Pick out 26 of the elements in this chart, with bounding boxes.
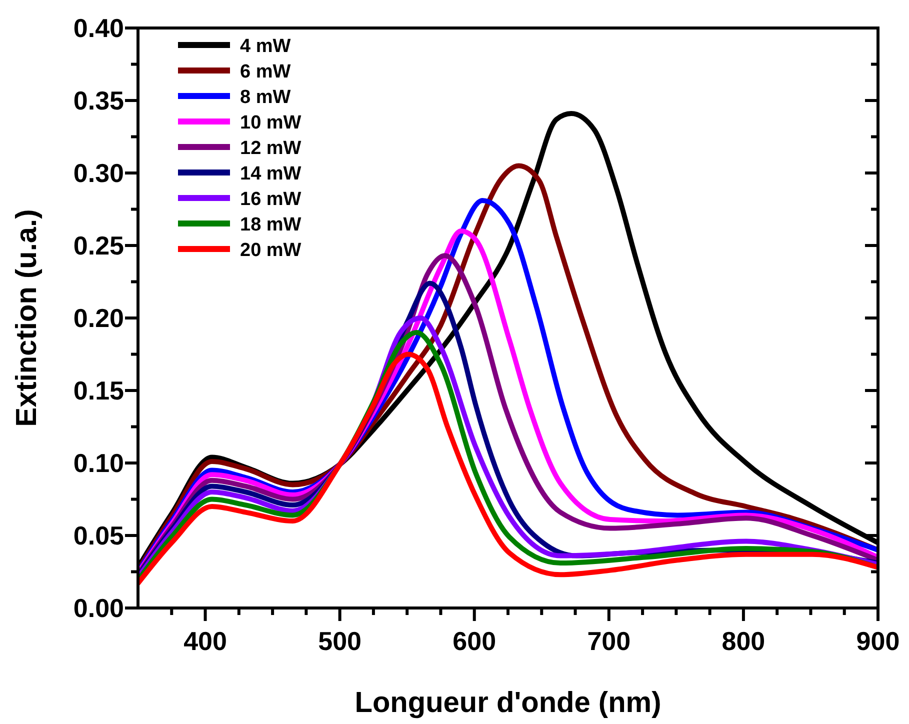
x-tick-label: 800 [722,626,766,656]
legend-label: 6 mW [240,62,291,82]
y-tick-label: 0.10 [73,448,124,478]
legend-label: 16 mW [240,189,302,210]
y-tick-label: 0.40 [73,13,124,43]
y-tick-label: 0.30 [73,158,124,188]
x-tick-label: 500 [318,626,362,656]
x-tick-label: 900 [856,626,900,656]
y-tick-label: 0.20 [73,303,124,333]
x-axis-title: Longueur d'onde (nm) [354,687,662,719]
legend-label: 8 mW [240,87,291,108]
x-tick-label: 400 [184,626,227,656]
x-tick-label: 700 [587,626,631,656]
x-tick-label: 600 [452,626,496,656]
y-tick-label: 0.00 [73,593,124,623]
y-tick-label: 0.05 [73,520,124,550]
legend-label: 12 mW [240,138,302,159]
legend-label: 4 mW [240,36,291,57]
legend-label: 18 mW [240,214,302,236]
y-axis-title: Extinction (u.a.) [11,209,43,427]
y-tick-label: 0.25 [73,230,124,260]
y-tick-label: 0.15 [73,376,124,406]
legend-label: 10 mW [240,112,302,134]
legend-label: 20 mW [240,240,302,261]
y-tick-label: 0.35 [73,86,124,116]
legend-label: 14 mW [240,164,302,184]
